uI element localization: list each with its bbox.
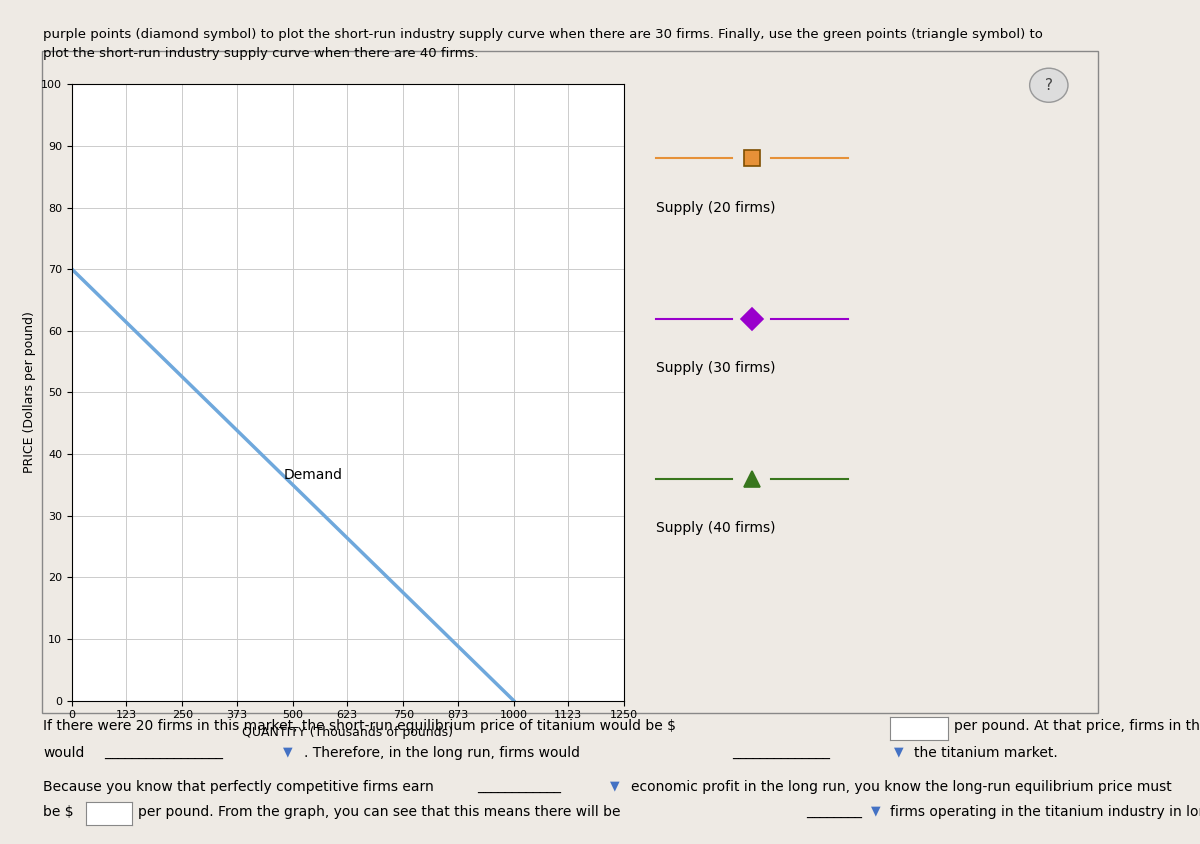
Text: Demand: Demand bbox=[284, 468, 343, 482]
Text: ▼: ▼ bbox=[610, 779, 619, 793]
Text: ________: ________ bbox=[806, 805, 863, 820]
Text: purple points (diamond symbol) to plot the short-run industry supply curve when : purple points (diamond symbol) to plot t… bbox=[43, 28, 1043, 41]
Text: ▼: ▼ bbox=[894, 745, 904, 759]
Text: be $: be $ bbox=[43, 805, 74, 820]
Text: per pound. At that price, firms in this industry: per pound. At that price, firms in this … bbox=[954, 719, 1200, 733]
Text: Supply (20 firms): Supply (20 firms) bbox=[655, 201, 775, 214]
Y-axis label: PRICE (Dollars per pound): PRICE (Dollars per pound) bbox=[23, 311, 36, 473]
Text: Supply (40 firms): Supply (40 firms) bbox=[655, 521, 775, 535]
Text: economic profit in the long run, you know the long-run equilibrium price must: economic profit in the long run, you kno… bbox=[631, 780, 1172, 794]
Text: Supply (30 firms): Supply (30 firms) bbox=[655, 361, 775, 375]
Text: per pound. From the graph, you can see that this means there will be: per pound. From the graph, you can see t… bbox=[138, 805, 620, 820]
Text: . Therefore, in the long run, firms would: . Therefore, in the long run, firms woul… bbox=[304, 746, 580, 760]
Text: ?: ? bbox=[1045, 78, 1052, 93]
Text: _________________: _________________ bbox=[104, 746, 223, 760]
Text: Because you know that perfectly competitive firms earn: Because you know that perfectly competit… bbox=[43, 780, 434, 794]
Text: the titanium market.: the titanium market. bbox=[914, 746, 1058, 760]
Text: would: would bbox=[43, 746, 84, 760]
X-axis label: QUANTITY (Thousands of pounds): QUANTITY (Thousands of pounds) bbox=[242, 726, 454, 738]
Text: If there were 20 firms in this market, the short-run equilibrium price of titani: If there were 20 firms in this market, t… bbox=[43, 719, 677, 733]
Text: ▼: ▼ bbox=[871, 804, 881, 818]
Text: ____________: ____________ bbox=[478, 780, 562, 794]
Text: plot the short-run industry supply curve when there are 40 firms.: plot the short-run industry supply curve… bbox=[43, 46, 479, 60]
Circle shape bbox=[1030, 68, 1068, 102]
Text: ______________: ______________ bbox=[732, 746, 830, 760]
Text: firms operating in the titanium industry in long-run: firms operating in the titanium industry… bbox=[890, 805, 1200, 820]
Text: ▼: ▼ bbox=[283, 745, 293, 759]
